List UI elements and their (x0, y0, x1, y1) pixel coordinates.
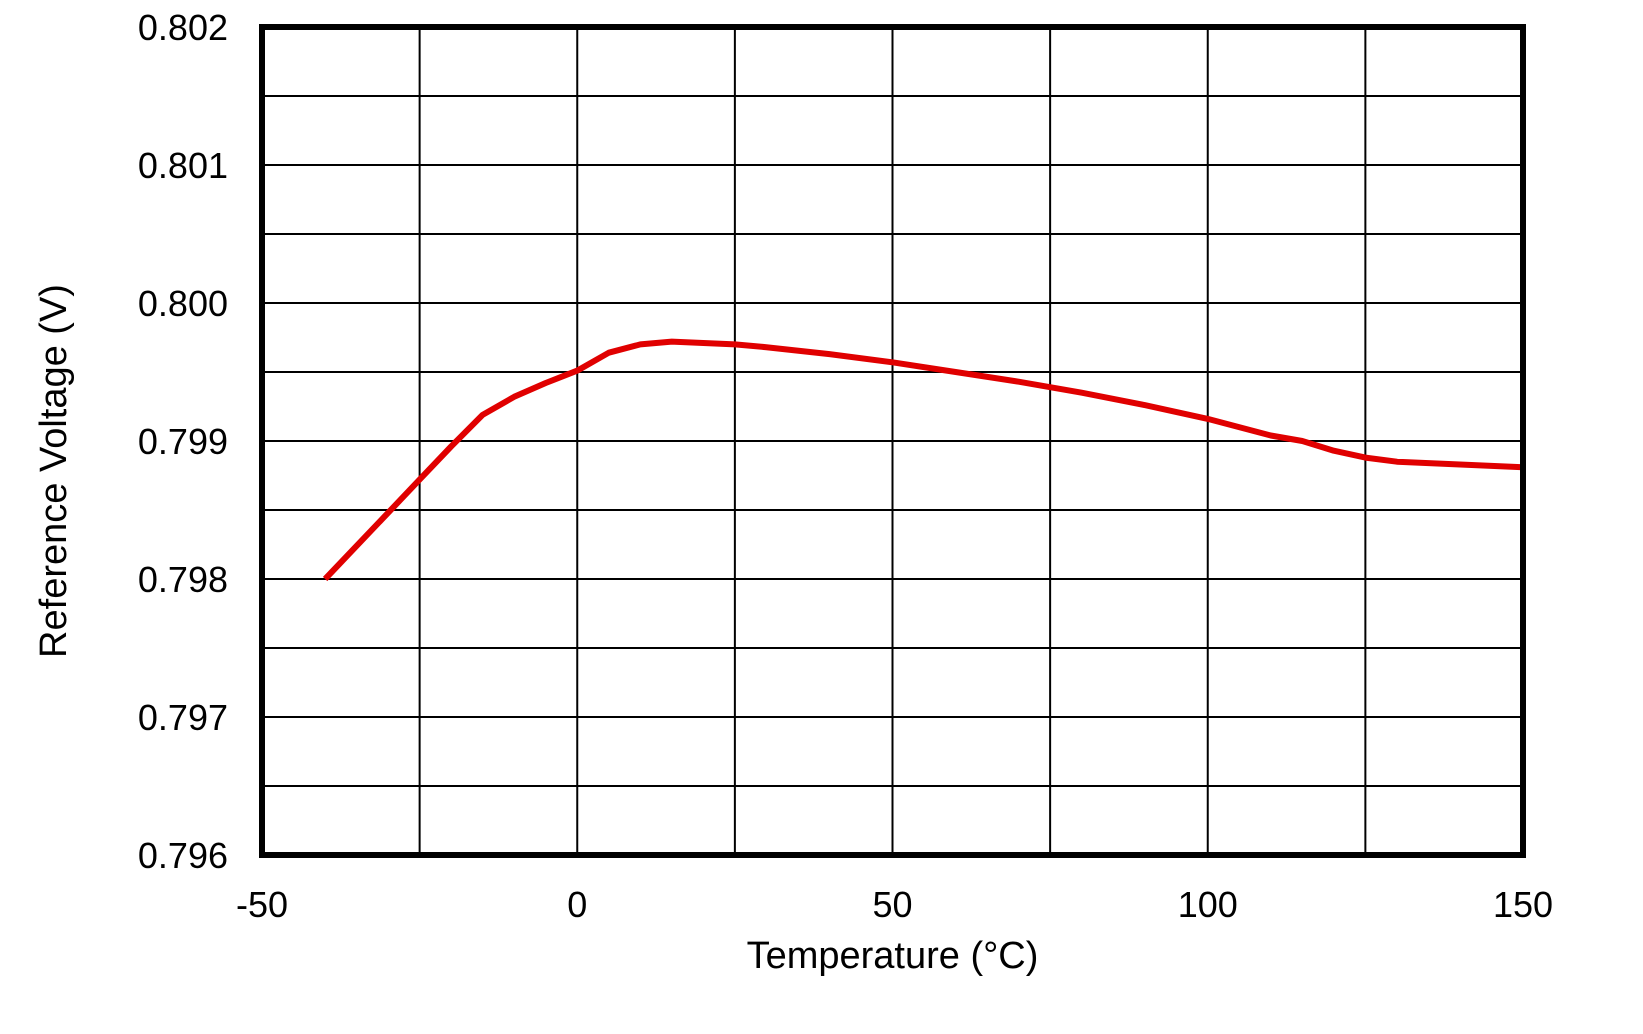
series-group (322, 338, 1524, 582)
y-tick-label: 0.802 (138, 7, 228, 48)
y-tick-label: 0.800 (138, 283, 228, 324)
x-tick-label: 0 (567, 884, 587, 925)
y-tick-label: 0.799 (138, 421, 228, 462)
plot-frame (259, 24, 1526, 858)
y-tick-labels: 0.796 0.797 0.798 0.799 0.800 0.801 0.802 (138, 7, 228, 876)
series-line (322, 338, 1524, 582)
y-tick-label: 0.798 (138, 559, 228, 600)
x-tick-label: 50 (872, 884, 912, 925)
x-axis-label: Temperature (°C) (747, 935, 1039, 977)
x-tick-label: 150 (1493, 884, 1553, 925)
x-tick-label: 100 (1178, 884, 1238, 925)
y-tick-label: 0.796 (138, 835, 228, 876)
x-tick-label: -50 (236, 884, 288, 925)
y-axis-label: Reference Voltage (V) (33, 284, 75, 658)
y-tick-label: 0.797 (138, 697, 228, 738)
y-tick-label: 0.801 (138, 145, 228, 186)
x-tick-labels: -50 0 50 100 150 (236, 884, 1553, 925)
